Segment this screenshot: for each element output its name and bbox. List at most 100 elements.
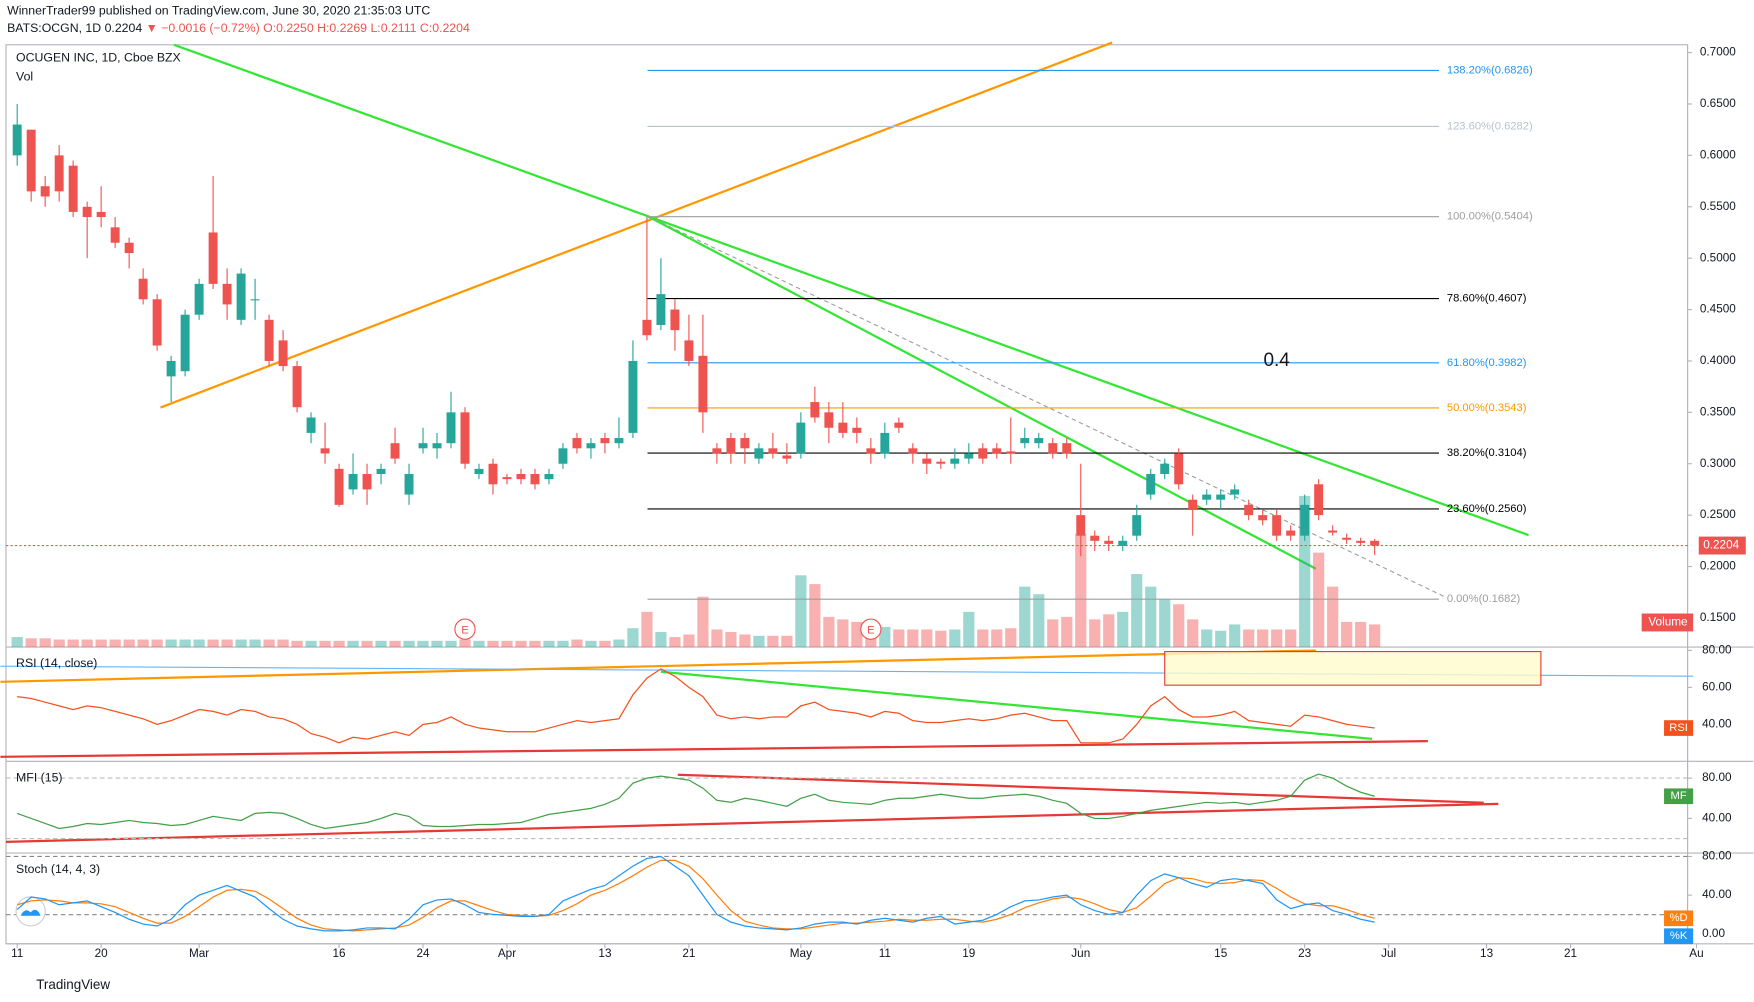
- candle-body: [558, 448, 568, 464]
- symbol: BATS:OCGN, 1D: [7, 21, 101, 35]
- volume-bar: [515, 640, 527, 648]
- candle-body: [950, 458, 960, 464]
- x-tick-label: Mar: [189, 947, 209, 960]
- candle-body: [278, 340, 288, 367]
- candle-body: [628, 360, 638, 433]
- volume-bar: [1033, 594, 1045, 648]
- volume-bar: [795, 575, 807, 648]
- candle-body: [432, 443, 442, 449]
- volume-bar: [1089, 619, 1101, 648]
- candle-body: [698, 355, 708, 413]
- indicator-tick-label: 60.00: [1702, 680, 1732, 693]
- y-tick-label: 0.5000: [1700, 251, 1736, 264]
- candle-body: [96, 211, 106, 218]
- volume-bar: [823, 616, 835, 648]
- candle-body: [250, 299, 260, 301]
- volume-bar: [305, 640, 317, 648]
- candle-body: [446, 412, 456, 444]
- candle-body: [362, 474, 372, 490]
- candle-body: [600, 438, 610, 444]
- volume-bar: [277, 639, 289, 648]
- fib-label: 50.00%(0.3543): [1447, 402, 1527, 414]
- indicator-line: [17, 668, 1375, 744]
- volume-bar: [473, 640, 485, 648]
- volume-tag: [1641, 613, 1694, 632]
- volume-bar: [781, 635, 793, 648]
- volume-bar: [1061, 616, 1073, 648]
- volume-bar: [879, 626, 891, 648]
- volume-bar: [109, 639, 121, 648]
- volume-bar: [1271, 629, 1283, 648]
- x-tick-label: 24: [416, 947, 430, 960]
- y-tick-label: 0.6000: [1700, 148, 1736, 161]
- volume-bar: [977, 629, 989, 648]
- candle-body: [1314, 484, 1324, 516]
- y-tick-label: 0.3500: [1700, 405, 1736, 418]
- candle-body: [474, 468, 484, 475]
- candle-body: [1006, 451, 1016, 454]
- indicator-tick-label: 80.00: [1702, 850, 1732, 863]
- volume-bar: [1173, 604, 1185, 648]
- y-tick-label: 0.1500: [1700, 611, 1736, 624]
- symbol-line: BATS:OCGN, 1D 0.2204 ▼ −0.0016 (−0.72%) …: [7, 21, 470, 35]
- candle-body: [404, 474, 414, 495]
- candle-body: [1230, 489, 1240, 495]
- candle-body: [124, 242, 134, 254]
- x-tick-label: Jul: [1381, 947, 1396, 960]
- y-tick-label: 0.3000: [1700, 457, 1736, 470]
- candle-body: [782, 455, 792, 459]
- candle-body: [1202, 494, 1212, 500]
- candle-body: [376, 468, 386, 475]
- indicator-line: [16, 773, 1375, 830]
- candle-body: [348, 474, 358, 490]
- footer-logo: TradingView: [36, 977, 110, 992]
- candle-body: [894, 422, 904, 428]
- volume-bar: [1327, 586, 1339, 648]
- x-tick-label: Au: [1689, 947, 1703, 960]
- volume-bar: [1229, 624, 1241, 648]
- volume-bar: [319, 640, 331, 648]
- indicator-tag-text: %D: [1670, 912, 1688, 924]
- candle-body: [754, 448, 764, 459]
- volume-bar: [123, 639, 135, 648]
- candle-body: [866, 448, 876, 454]
- volume-bar: [445, 640, 457, 648]
- candle-body: [40, 186, 50, 197]
- fib-label: 23.60%(0.2560): [1447, 503, 1527, 515]
- candle-body: [880, 432, 890, 454]
- candle-body: [1272, 515, 1282, 536]
- trendlines: [0, 41, 1694, 916]
- candle-body: [264, 319, 274, 361]
- volume-bar: [1355, 621, 1367, 648]
- volume-bar: [1103, 614, 1115, 648]
- candle-body: [222, 283, 232, 305]
- candle-body: [1090, 535, 1100, 541]
- candle-body: [306, 417, 316, 433]
- volume-tag-text: Volume: [1648, 616, 1688, 629]
- candle-body: [180, 314, 190, 372]
- y-tick-label: 0.4000: [1700, 354, 1736, 367]
- y-tick-label: 0.7000: [1700, 46, 1736, 59]
- candle-body: [684, 340, 694, 361]
- volume-bar: [725, 631, 737, 648]
- indicator-tick-label: 80.00: [1702, 644, 1732, 657]
- volume-bar: [137, 639, 149, 648]
- volume-bar: [1159, 599, 1171, 648]
- volume-bar: [39, 638, 51, 648]
- candle-body: [922, 458, 932, 464]
- volume-bar: [683, 634, 695, 648]
- indicator-title: MFI (15): [16, 770, 62, 784]
- volume-bar: [963, 611, 975, 648]
- volume-bar: [585, 640, 597, 648]
- indicator-tag: [1664, 910, 1694, 927]
- candle-body: [838, 422, 848, 433]
- y-tick-label: 0.2000: [1700, 560, 1736, 573]
- indicator-tag-text: RSI: [1669, 722, 1688, 734]
- volume-bar: [571, 639, 583, 648]
- volume-bar: [1257, 629, 1269, 648]
- volume-bar: [851, 621, 863, 648]
- candle-body: [1258, 515, 1268, 521]
- volume-bar: [711, 629, 723, 648]
- volume-bar: [375, 640, 387, 648]
- volume-bar: [641, 611, 653, 648]
